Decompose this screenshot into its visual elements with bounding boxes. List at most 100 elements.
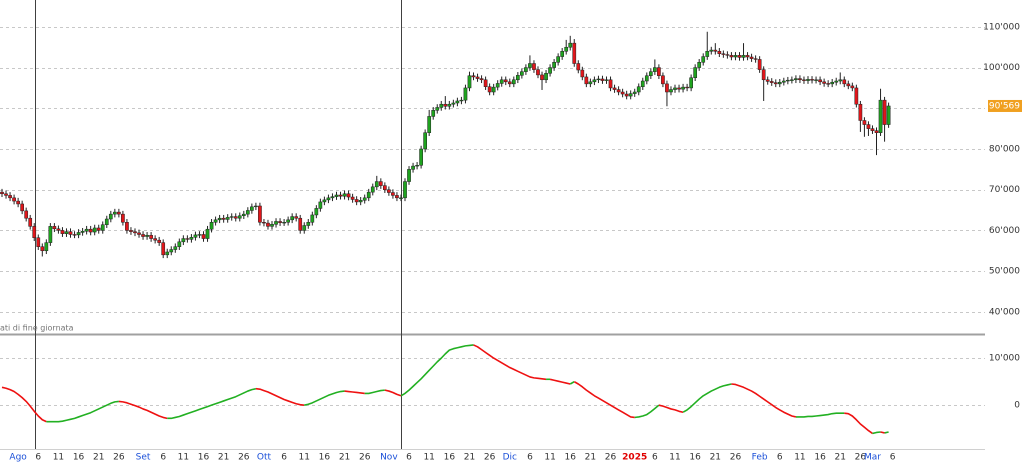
candle-body xyxy=(76,232,81,236)
candle-body xyxy=(632,91,637,94)
candle-body xyxy=(241,213,246,217)
candle-body xyxy=(806,79,810,81)
x-tick-label: 26 xyxy=(238,453,250,463)
candle-body xyxy=(326,197,331,201)
candle-body xyxy=(681,86,685,90)
candle-body xyxy=(181,238,186,243)
candle-body xyxy=(854,87,859,105)
candle-body xyxy=(278,221,282,223)
x-tick-label: 21 xyxy=(464,453,475,463)
candle-body xyxy=(44,242,49,252)
candle-body xyxy=(499,79,504,84)
candle-body xyxy=(40,246,45,252)
candle-body xyxy=(133,231,137,234)
x-tick-label: 21 xyxy=(93,453,104,463)
candle-body xyxy=(697,62,702,68)
candle-body xyxy=(233,216,238,219)
candle-body xyxy=(56,228,61,231)
x-tick-label: 16 xyxy=(198,453,210,463)
candle-body xyxy=(777,81,782,85)
candle-body xyxy=(374,181,379,188)
candle-body xyxy=(125,222,129,231)
candle-body xyxy=(399,197,403,199)
candle-body xyxy=(479,78,484,81)
candle-body xyxy=(270,224,274,227)
candle-body xyxy=(532,63,536,70)
candle-body xyxy=(648,71,653,76)
candle-body xyxy=(286,219,290,223)
candle-body xyxy=(157,239,162,243)
candle-body xyxy=(536,69,540,76)
x-tick-label: Dic xyxy=(503,453,517,463)
x-tick-label: 26 xyxy=(113,453,125,463)
candle-body xyxy=(427,116,432,133)
candle-body xyxy=(330,196,335,199)
candle-body xyxy=(161,242,166,256)
candle-body xyxy=(250,206,254,211)
candle-body xyxy=(431,110,436,117)
x-tick-label: 11 xyxy=(423,453,434,463)
indicator-line xyxy=(400,344,474,397)
candle-body xyxy=(874,130,879,133)
candle-body xyxy=(838,79,843,82)
candle-body xyxy=(689,77,693,89)
candle-body xyxy=(32,226,37,238)
candle-body xyxy=(48,226,53,243)
candle-body xyxy=(564,46,569,52)
indicator-line xyxy=(1,386,47,423)
candle-body xyxy=(262,222,266,224)
x-tick-label: 11 xyxy=(178,453,189,463)
candle-body xyxy=(141,234,145,237)
candle-body xyxy=(121,213,125,223)
candle-body xyxy=(705,51,710,57)
candle-body xyxy=(310,214,315,223)
candles xyxy=(0,31,891,259)
candle-body xyxy=(298,217,303,231)
candle-body xyxy=(423,132,427,150)
x-tick-label: 21 xyxy=(710,453,721,463)
candle-body xyxy=(169,249,174,253)
candle-body xyxy=(258,205,262,223)
candle-body xyxy=(104,218,109,225)
candle-body xyxy=(346,193,351,198)
candle-body xyxy=(729,55,734,58)
candle-body xyxy=(254,205,258,208)
candle-body xyxy=(447,103,452,107)
candle-body xyxy=(669,89,673,93)
candle-body xyxy=(487,86,492,93)
candle-body xyxy=(193,234,198,238)
candle-body xyxy=(197,234,202,236)
y-tick-label: 0 xyxy=(1014,401,1020,411)
candle-body xyxy=(657,67,661,76)
candle-body xyxy=(511,79,516,85)
candle-body xyxy=(221,217,226,220)
candle-body xyxy=(4,193,8,196)
candle-body xyxy=(318,201,323,209)
candle-body xyxy=(600,78,605,81)
candle-body xyxy=(411,165,415,170)
candle-body xyxy=(149,235,153,239)
candle-body xyxy=(814,79,818,81)
x-tick-label: 16 xyxy=(73,453,85,463)
candle-body xyxy=(185,238,190,240)
indicator-line xyxy=(384,389,402,397)
indicator-line xyxy=(872,431,881,435)
candle-body xyxy=(528,63,532,68)
y-tick-label: 70'000 xyxy=(989,185,1020,195)
candle-body xyxy=(137,232,141,235)
candle-body xyxy=(862,120,867,125)
candle-body xyxy=(129,230,133,232)
candle-body xyxy=(68,231,73,235)
candle-body xyxy=(640,80,645,87)
candle-body xyxy=(189,237,194,240)
candle-body xyxy=(342,193,347,197)
candle-body xyxy=(781,80,786,83)
candle-body xyxy=(713,49,718,52)
x-tick-label: 6 xyxy=(527,453,533,463)
candle-body xyxy=(407,169,411,182)
candle-body xyxy=(765,79,770,82)
candle-body xyxy=(685,86,689,89)
candle-body xyxy=(644,75,649,82)
candle-body xyxy=(822,81,826,84)
